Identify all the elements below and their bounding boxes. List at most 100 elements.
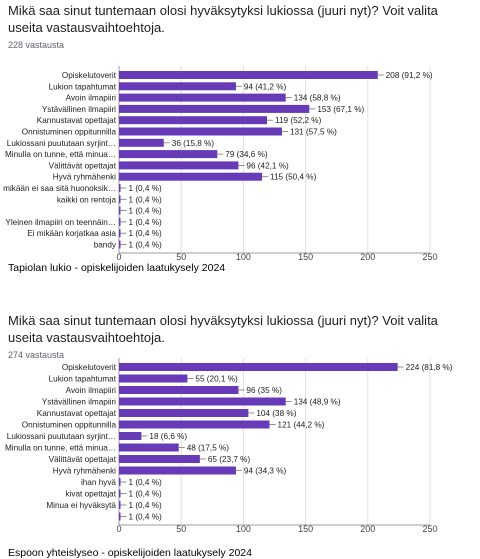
chart-caption: Tapiolan lukio - opiskelijoiden laatukys… bbox=[8, 262, 226, 274]
bar bbox=[119, 478, 121, 486]
x-tick-label: 100 bbox=[236, 524, 251, 532]
value-label: 224 (81,8 %) bbox=[406, 363, 453, 372]
value-label: 131 (57,5 %) bbox=[290, 128, 337, 137]
category-label: Lukiossani puututaan syrjint… bbox=[7, 432, 116, 441]
value-label: 1 (0,4 %) bbox=[129, 490, 162, 499]
bar bbox=[119, 432, 142, 440]
bar bbox=[119, 206, 121, 215]
value-label: 1 (0,4 %) bbox=[129, 501, 162, 510]
value-label: 121 (44,2 %) bbox=[278, 421, 325, 430]
bar bbox=[119, 240, 121, 249]
category-label: bandy bbox=[94, 241, 117, 250]
bar-chart-eyl: 0 50 100 150 200 250 Opiskelutoverit 224 (81,8 … bbox=[5, 358, 453, 532]
value-label: 1 (0,4 %) bbox=[129, 513, 162, 522]
bar bbox=[119, 217, 121, 226]
value-label: 1 (0,4 %) bbox=[129, 195, 162, 204]
bar bbox=[119, 512, 121, 521]
value-label: 36 (15,8 %) bbox=[172, 139, 215, 148]
value-label: 1 (0,4 %) bbox=[129, 478, 162, 487]
category-label: Lukion tapahtumat bbox=[49, 375, 117, 384]
bar bbox=[119, 172, 263, 181]
value-label: 1 (0,4 %) bbox=[129, 184, 162, 193]
bar bbox=[119, 127, 282, 136]
value-label: 96 (42,1 %) bbox=[246, 161, 289, 170]
category-label: Lukion tapahtumat bbox=[49, 82, 117, 91]
category-label: Minulla on tunne, että minua… bbox=[5, 150, 116, 159]
response-count: 274 vastausta bbox=[8, 350, 65, 360]
x-tick-label: 150 bbox=[298, 252, 313, 260]
category-label: kivat opettajat bbox=[65, 490, 116, 499]
value-label: 1 (0,4 %) bbox=[129, 218, 162, 227]
category-label: Yleinen ilmapiiri on teennäin… bbox=[5, 218, 116, 227]
bar bbox=[119, 397, 286, 406]
x-tick-label: 250 bbox=[422, 524, 437, 532]
bar bbox=[119, 93, 286, 102]
bar bbox=[119, 229, 121, 238]
value-label: 94 (41,2 %) bbox=[244, 82, 287, 91]
value-label: 96 (35 %) bbox=[246, 386, 282, 395]
value-label: 153 (67,1 %) bbox=[317, 105, 364, 114]
value-label: 1 (0,4 %) bbox=[129, 207, 162, 216]
category-label: Opiskelutoverit bbox=[62, 71, 117, 80]
value-label: 134 (48,9 %) bbox=[294, 398, 341, 407]
value-label: 119 (52,2 %) bbox=[275, 116, 322, 125]
bar bbox=[119, 184, 121, 192]
value-label: 48 (17,5 %) bbox=[187, 444, 230, 453]
bar bbox=[119, 386, 239, 394]
category-label: Minua ei hyväksytä bbox=[46, 501, 116, 510]
bar bbox=[119, 82, 236, 91]
chart-title: Mikä saa sinut tuntemaan olosi hyväksyty… bbox=[8, 3, 438, 35]
chart-panel-eyl: Mikä saa sinut tuntemaan olosi hyväksyty… bbox=[0, 306, 480, 559]
chart-panel-tapiola: Mikä saa sinut tuntemaan olosi hyväksyty… bbox=[3, 3, 438, 274]
chart-title: Mikä saa sinut tuntemaan olosi hyväksyty… bbox=[8, 313, 438, 345]
value-label: 79 (34,6 %) bbox=[225, 150, 268, 159]
bar bbox=[119, 409, 249, 417]
bar bbox=[119, 466, 236, 475]
category-label: Välittävät opettajat bbox=[49, 455, 117, 464]
bar bbox=[119, 489, 121, 498]
value-label: 1 (0,4 %) bbox=[129, 229, 162, 238]
category-label: mikään ei saa sitä huonoksik… bbox=[3, 184, 116, 193]
category-label: ihan hyvä bbox=[81, 478, 116, 487]
category-label: Minulla on tunne, että minua… bbox=[5, 444, 116, 453]
bar-chart-tapiola: 0 50 100 150 200 250 Opiskelutoverit 208 (91,2 … bbox=[3, 66, 438, 260]
bar bbox=[119, 138, 164, 147]
category-label: Välittävät opettajat bbox=[49, 161, 117, 170]
bar bbox=[119, 443, 179, 452]
chart-caption: Espoon yhteislyseo - opiskelijoiden laat… bbox=[8, 547, 252, 559]
bar bbox=[119, 363, 398, 371]
x-tick-label: 50 bbox=[176, 524, 186, 532]
value-label: 104 (38 %) bbox=[256, 409, 296, 418]
value-label: 115 (50,4 %) bbox=[270, 173, 317, 182]
category-label: Lukiossani puututaan syrjint… bbox=[7, 139, 116, 148]
x-tick-label: 150 bbox=[298, 524, 313, 532]
value-label: 65 (23,7 %) bbox=[208, 455, 251, 464]
bar bbox=[119, 195, 121, 204]
bar bbox=[119, 374, 188, 383]
value-label: 94 (34,3 %) bbox=[244, 467, 287, 476]
bar bbox=[119, 150, 218, 159]
value-label: 18 (6,6 %) bbox=[149, 432, 187, 441]
category-label: Hyvä ryhmähenki bbox=[53, 173, 116, 182]
bar bbox=[119, 455, 200, 463]
value-label: 55 (20,1 %) bbox=[195, 375, 238, 384]
value-label: 134 (58,8 %) bbox=[294, 94, 341, 103]
x-tick-label: 200 bbox=[360, 524, 375, 532]
value-label: 208 (91,2 %) bbox=[386, 71, 433, 80]
x-tick-label: 0 bbox=[116, 252, 121, 260]
category-label: Kannustavat opettajat bbox=[37, 116, 117, 125]
category-label: Onnistuminen oppitunnilla bbox=[22, 421, 117, 430]
x-tick-label: 200 bbox=[360, 252, 375, 260]
x-tick-label: 50 bbox=[176, 252, 186, 260]
category-label: Kannustavat opettajat bbox=[37, 409, 117, 418]
x-tick-label: 100 bbox=[236, 252, 251, 260]
category-label: Ei mikään korjatkaa asia bbox=[27, 229, 116, 238]
bar bbox=[119, 104, 310, 113]
category-label: Opiskelutoverit bbox=[62, 363, 117, 372]
bar bbox=[119, 161, 239, 170]
category-label: Avoin ilmapiiri bbox=[66, 386, 117, 395]
response-count: 228 vastausta bbox=[8, 40, 65, 50]
value-label: 1 (0,4 %) bbox=[129, 241, 162, 250]
bar bbox=[119, 116, 268, 125]
bar bbox=[119, 501, 121, 509]
